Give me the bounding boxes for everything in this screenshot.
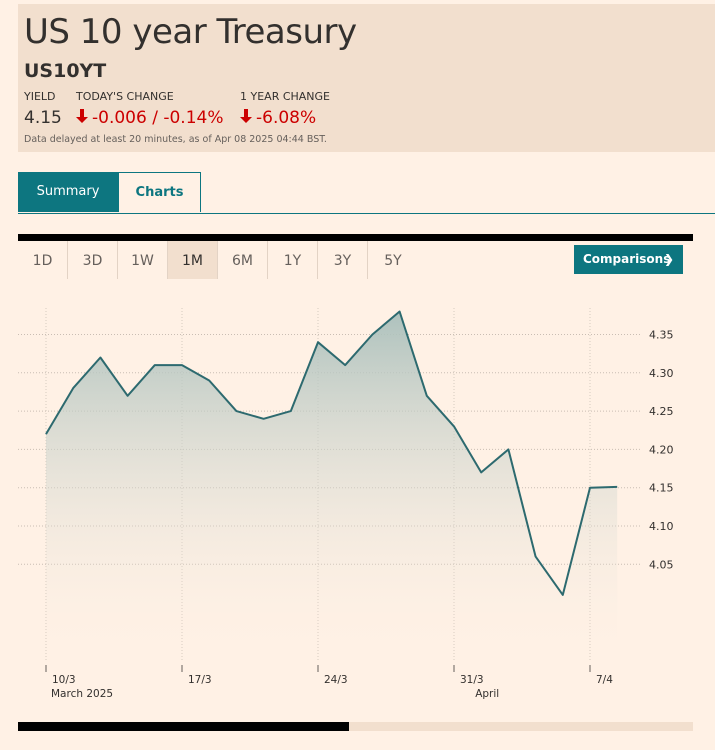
- chevron-right-icon: ❯: [663, 252, 674, 266]
- scroll-track[interactable]: [18, 722, 693, 731]
- range-1y[interactable]: 1Y: [268, 241, 318, 279]
- month-label: March 2025: [51, 688, 113, 700]
- page-title: US 10 year Treasury: [24, 12, 357, 52]
- comparisons-button[interactable]: Comparisons ❯: [574, 245, 683, 274]
- y-tick-label: 4.35: [649, 329, 674, 342]
- year-change: -6.08%: [240, 108, 316, 128]
- data-point: [99, 356, 101, 358]
- data-point: [562, 594, 564, 596]
- tab-charts[interactable]: Charts: [118, 172, 201, 212]
- range-5y[interactable]: 5Y: [384, 253, 402, 269]
- data-point: [426, 395, 428, 397]
- range-6m[interactable]: 6M: [218, 241, 268, 279]
- year-change-label: 1 YEAR CHANGE: [240, 90, 331, 103]
- range-1d[interactable]: 1D: [18, 241, 68, 279]
- range-1w[interactable]: 1W: [118, 241, 168, 279]
- y-tick-label: 4.25: [649, 405, 674, 418]
- chart-top-rule: [18, 234, 693, 241]
- year-change-value: -6.08%: [256, 108, 317, 128]
- x-tick-label: 24/3: [324, 674, 348, 686]
- data-point: [181, 364, 183, 366]
- ticker-symbol: US10YT: [24, 60, 107, 82]
- data-point: [453, 425, 455, 427]
- y-tick-label: 4.20: [649, 443, 674, 456]
- data-point: [263, 418, 265, 420]
- arrow-down-icon: [76, 108, 88, 128]
- yield-label: YIELD: [24, 90, 56, 103]
- data-point: [72, 387, 74, 389]
- x-tick-label: 10/3: [52, 674, 76, 686]
- month-label: April: [475, 688, 499, 700]
- data-point: [507, 448, 509, 450]
- y-tick-label: 4.05: [649, 558, 674, 571]
- yield-line: [45, 310, 618, 596]
- scroll-thumb[interactable]: [18, 722, 349, 731]
- comparisons-label: Comparisons: [583, 252, 671, 266]
- x-tick-label: 31/3: [460, 674, 484, 686]
- data-point: [208, 379, 210, 381]
- y-tick-label: 4.15: [649, 482, 674, 495]
- data-point: [154, 364, 156, 366]
- x-tick-label: 7/4: [596, 674, 613, 686]
- data-point: [45, 433, 47, 435]
- range-3d[interactable]: 3D: [68, 241, 118, 279]
- range-3y[interactable]: 3Y: [318, 241, 368, 279]
- x-tick-label: 17/3: [188, 674, 212, 686]
- data-point: [127, 395, 129, 397]
- todays-change: -0.006 / -0.14%: [76, 108, 223, 128]
- quote-header: US 10 year Treasury US10YT YIELD 4.15 TO…: [18, 4, 715, 152]
- data-point: [344, 364, 346, 366]
- data-delay-note: Data delayed at least 20 minutes, as of …: [24, 134, 327, 145]
- tab-summary[interactable]: Summary: [18, 172, 118, 212]
- data-point: [589, 487, 591, 489]
- yield-value: 4.15: [24, 108, 62, 128]
- y-tick-label: 4.30: [649, 367, 674, 380]
- data-point: [235, 410, 237, 412]
- data-point: [317, 341, 319, 343]
- tab-bar: Summary Charts: [18, 172, 715, 214]
- data-point: [480, 471, 482, 473]
- yield-area: [46, 311, 618, 662]
- data-point: [399, 311, 401, 313]
- data-point: [371, 334, 373, 336]
- todays-change-label: TODAY'S CHANGE: [76, 90, 174, 103]
- range-1m[interactable]: 1M: [168, 241, 218, 279]
- data-point: [616, 486, 618, 488]
- todays-change-value: -0.006 / -0.14%: [92, 108, 224, 128]
- yield-chart: 4.35 4.30 4.25 4.20 4.15 4.10 4.05 10/3 17/3 24/3…: [18, 308, 674, 700]
- data-point: [535, 556, 537, 558]
- y-tick-label: 4.10: [649, 520, 674, 533]
- data-point: [290, 410, 292, 412]
- arrow-down-icon: [240, 108, 252, 128]
